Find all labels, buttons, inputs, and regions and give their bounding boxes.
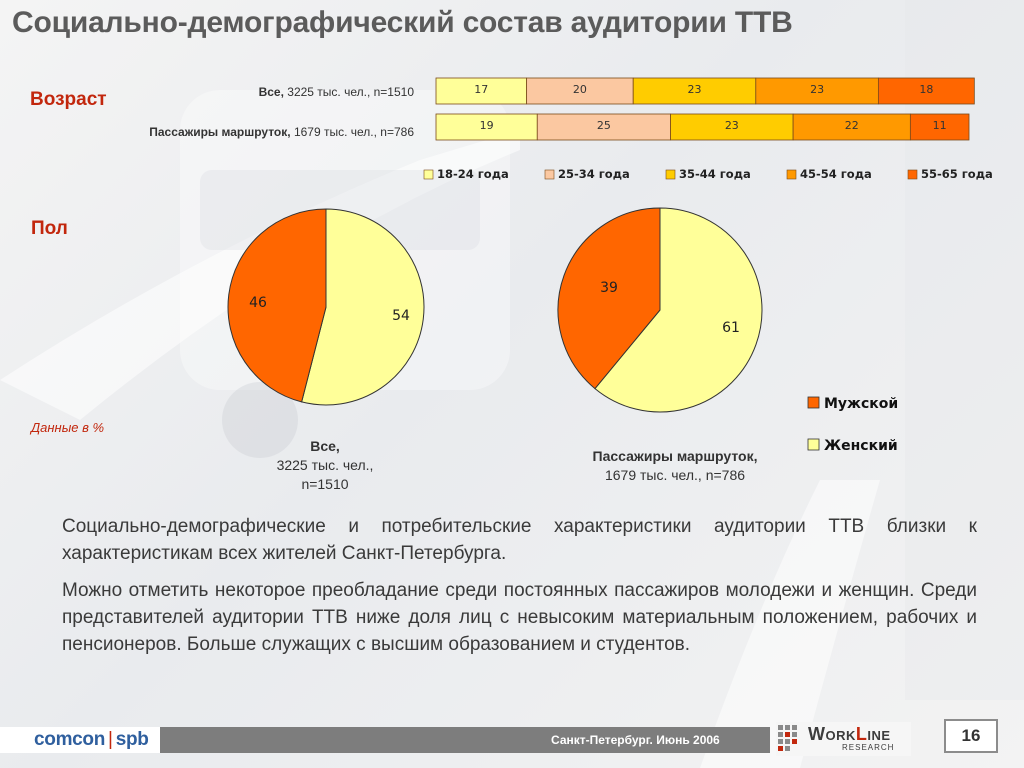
bar-segment [877, 77, 975, 105]
bar-segment [435, 113, 538, 141]
sex-section-label: Пол [31, 218, 68, 239]
pie-caption-all-line2: 3225 тыс. чел., [276, 457, 374, 473]
row-label-all: Все, 3225 тыс. чел., n=1510 [259, 85, 414, 99]
footer-text: Санкт-Петербург. Июнь 2006 [551, 733, 720, 747]
comcon-logo: comcon | spb [34, 729, 149, 751]
pie-value-label: 54 [392, 308, 410, 324]
bar-segment [536, 113, 671, 141]
pie-value-label: 39 [600, 280, 618, 296]
bar-value-label: 17 [474, 83, 488, 96]
footer-logo-area [0, 727, 160, 753]
pie-slice-male [227, 208, 327, 403]
bar-value-label: 11 [933, 119, 947, 132]
age-legend-label: 55-65 года [921, 167, 993, 181]
pie-value-label: 46 [249, 295, 267, 311]
workline-w: W [808, 724, 826, 744]
row-label-minibus-bold: Пассажиры маршруток, [149, 125, 291, 139]
pie-caption-minibus: Пассажиры маршруток, 1679 тыс. чел., n=7… [560, 447, 790, 485]
age-legend-label: 18-24 года [437, 167, 509, 181]
page-number: 16 [944, 719, 998, 753]
bar-value-label: 25 [597, 119, 611, 132]
sex-legend-swatch [807, 396, 820, 409]
comcon-logo-left: comcon [34, 729, 106, 750]
age-legend-swatch [665, 169, 676, 180]
page-title: Социально-демографический состав аудитор… [12, 6, 793, 39]
pie-caption-minibus-line2: 1679 тыс. чел., n=786 [604, 467, 746, 483]
body-paragraph-2: Можно отметить некоторое преобладание ср… [62, 580, 977, 655]
age-legend-swatch [544, 169, 555, 180]
row-label-minibus: Пассажиры маршруток, 1679 тыс. чел., n=7… [149, 125, 414, 139]
pie-caption-all-line3: n=1510 [301, 476, 349, 492]
workline-l: L [855, 724, 868, 744]
sex-legend-swatch [807, 438, 820, 451]
pie-slice-male [557, 207, 661, 390]
comcon-logo-sep: | [108, 729, 113, 750]
bar-value-label: 18 [919, 83, 933, 96]
sex-legend-label: Женский [824, 438, 898, 454]
workline-ork: ORK [825, 728, 856, 743]
bar-value-label: 22 [845, 119, 859, 132]
workline-logo-icon [778, 725, 797, 751]
age-section-label: Возраст [30, 89, 107, 110]
pie-caption-minibus-bold: Пассажиры маршруток, [592, 448, 758, 464]
pie-caption-all-bold: Все, [310, 438, 340, 454]
pie-value-label: 61 [722, 320, 740, 336]
age-legend-label: 45-54 года [800, 167, 872, 181]
age-legend-swatch [907, 169, 918, 180]
bar-value-label: 23 [810, 83, 824, 96]
age-legend-swatch [786, 169, 797, 180]
pie-slice-female [301, 208, 425, 406]
row-label-minibus-rest: 1679 тыс. чел., n=786 [290, 125, 414, 139]
body-paragraph-1: Социально-демографические и потребительс… [62, 516, 977, 564]
sex-legend-label: Мужской [824, 396, 898, 412]
bar-segment [755, 77, 879, 105]
bar-segment [670, 113, 794, 141]
bar-segment [632, 77, 757, 105]
bar-value-label: 19 [480, 119, 494, 132]
bar-value-label: 23 [688, 83, 702, 96]
workline-logo-area [776, 722, 911, 756]
age-legend-label: 25-34 года [558, 167, 630, 181]
age-legend-swatch [423, 169, 434, 180]
data-note: Данные в % [31, 420, 105, 435]
bar-segment [435, 77, 528, 105]
row-label-all-rest: 3225 тыс. чел., n=1510 [283, 85, 414, 99]
workline-ine: INE [867, 728, 891, 743]
bar-value-label: 20 [573, 83, 587, 96]
age-legend-label: 35-44 года [679, 167, 751, 181]
pie-slice-female [594, 207, 763, 413]
comcon-logo-right: spb [115, 729, 149, 750]
bar-value-label: 23 [725, 119, 739, 132]
workline-logo-text: WORKLINE [808, 724, 891, 745]
bar-segment [909, 113, 970, 141]
body-text: Социально-демографические и потребительс… [62, 513, 977, 668]
row-label-all-bold: Все, [258, 85, 284, 99]
workline-research: RESEARCH [842, 743, 895, 752]
pie-caption-all: Все, 3225 тыс. чел., n=1510 [230, 437, 420, 494]
